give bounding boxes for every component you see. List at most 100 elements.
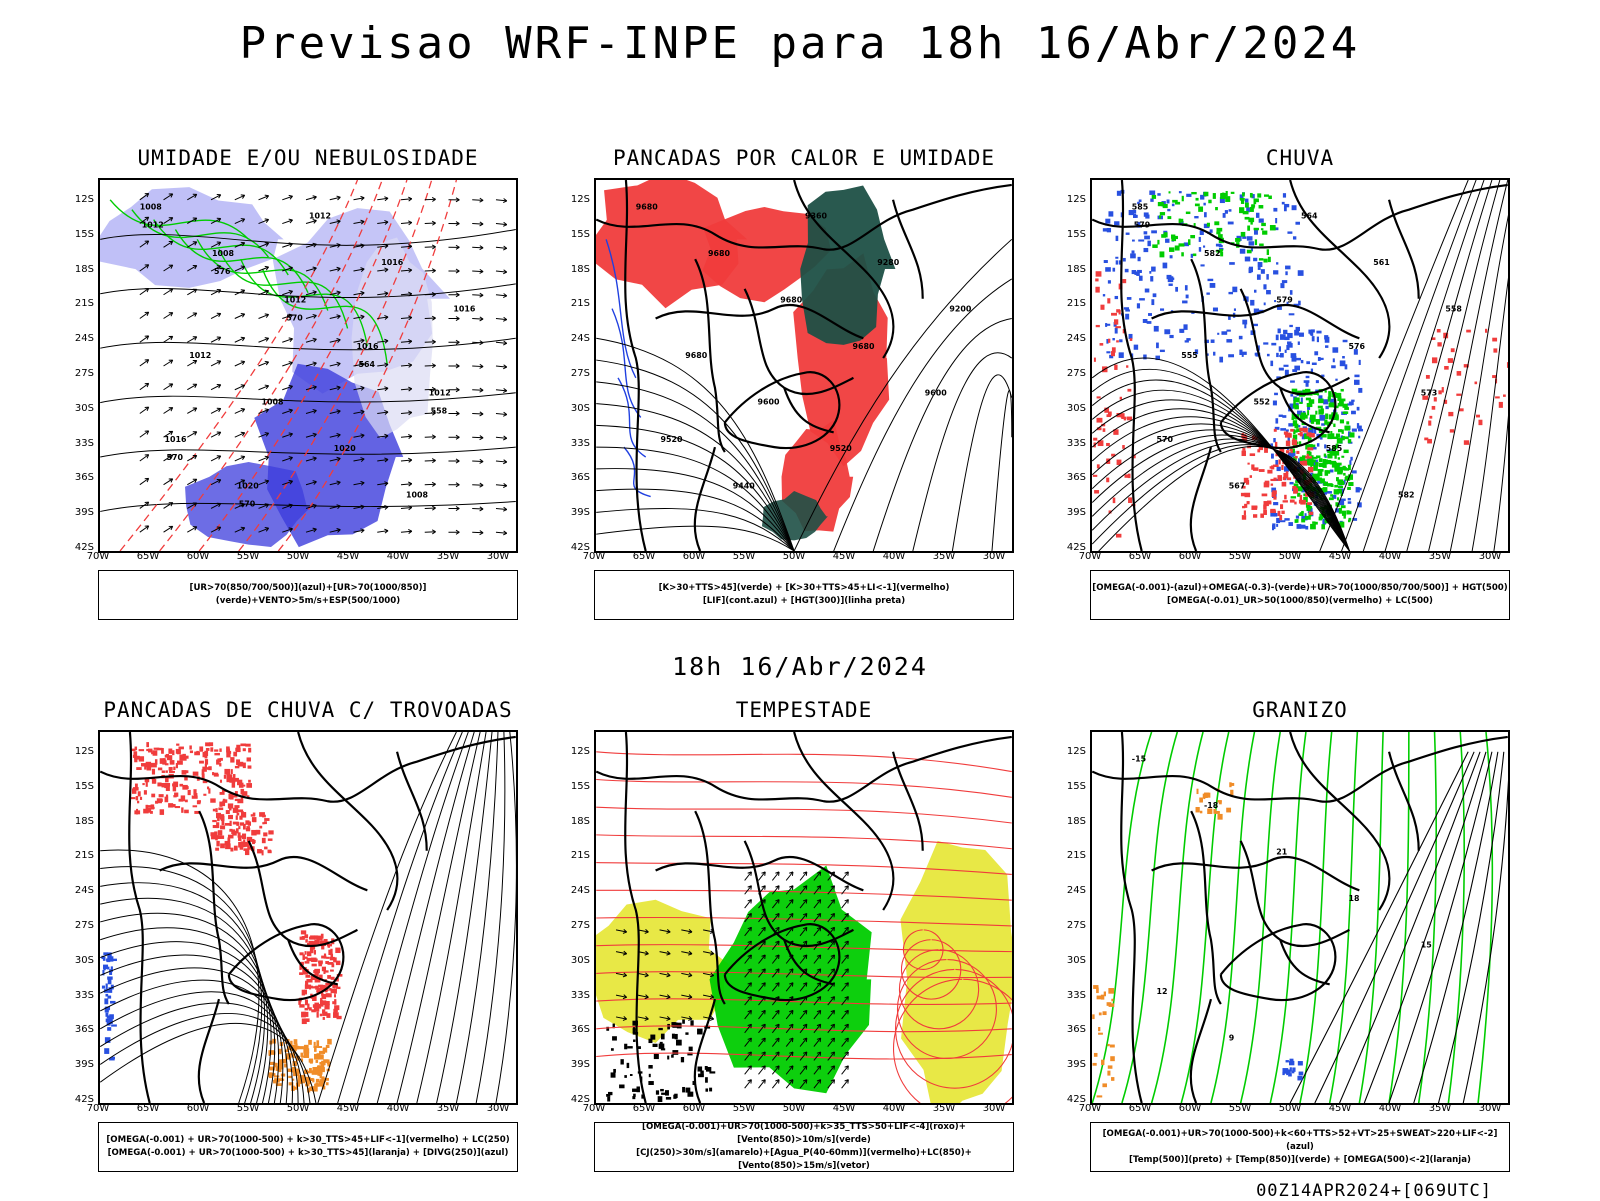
longitude-tick: 35W <box>433 551 463 562</box>
contour-label: 585 <box>1132 203 1149 212</box>
longitude-tick: 60W <box>183 1103 213 1114</box>
contour-label: 561 <box>1373 258 1390 267</box>
contour-label: 9680 <box>636 203 659 212</box>
contour-label: 570 <box>239 499 256 508</box>
longitude-tick: 45W <box>829 1103 859 1114</box>
contour-label: 564 <box>1301 212 1318 221</box>
omega500-orange <box>1092 985 1115 1097</box>
longitude-tick: 30W <box>483 1103 513 1114</box>
contour-label: 576 <box>214 267 231 276</box>
map-frame <box>594 730 1014 1105</box>
longitude-tick: 65W <box>133 1103 163 1114</box>
latitude-tick: 33S <box>68 990 94 1001</box>
legend-line: [UR>70(850/700/500)](azul)+[UR>70(1000/8… <box>99 582 517 608</box>
longitude-tick: 40W <box>1375 551 1405 562</box>
latitude-tick: 39S <box>564 1059 590 1070</box>
legend-line: [K>30+TTS>45](verde) + [K>30+TTS>45+LI<-… <box>659 582 950 595</box>
longitude-tick: 40W <box>383 1103 413 1114</box>
latitude-tick: 39S <box>1060 507 1086 518</box>
longitude-tick: 70W <box>1075 551 1105 562</box>
latitude-tick: 18S <box>68 264 94 275</box>
latitude-tick: 27S <box>68 368 94 379</box>
contour-label: 9440 <box>733 482 756 491</box>
latitude-tick: 15S <box>564 781 590 792</box>
contour-label: 9680 <box>685 351 708 360</box>
longitude-tick: 45W <box>333 551 363 562</box>
legend-line: [OMEGA(-0.001) + UR>70(1000-500) + k>30_… <box>106 1134 509 1147</box>
longitude-tick: 55W <box>1225 1103 1255 1114</box>
longitude-tick: 45W <box>1325 551 1355 562</box>
thunderstorm-red <box>210 811 273 855</box>
contour-label: -15 <box>1132 755 1146 764</box>
contour-label: 9 <box>1229 1034 1235 1043</box>
latitude-tick: 27S <box>1060 368 1086 379</box>
streamlines-250 <box>100 850 316 1103</box>
longitude-tick: 60W <box>679 1103 709 1114</box>
longitude-tick: 50W <box>779 551 809 562</box>
latitude-tick: 33S <box>68 438 94 449</box>
latitude-tick: 24S <box>564 885 590 896</box>
latitude-tick: 36S <box>564 472 590 483</box>
latitude-tick: 27S <box>68 920 94 931</box>
latitude-tick: 36S <box>68 472 94 483</box>
longitude-tick: 60W <box>183 551 213 562</box>
longitude-tick: 50W <box>283 1103 313 1114</box>
latitude-tick: 30S <box>564 403 590 414</box>
legend-line: [OMEGA(-0.001)+UR>70(1000-500)+k<60+TTS>… <box>1091 1128 1509 1154</box>
contour-label: 9520 <box>661 435 684 444</box>
contour-label: 1020 <box>237 482 260 491</box>
map-canvas: 1008100810121016101210161020101210161016… <box>100 180 516 551</box>
longitude-tick: 70W <box>579 551 609 562</box>
latitude-tick: 33S <box>564 438 590 449</box>
legend-line: [OMEGA(-0.01)_UR>50(1000/850)(vermelho) … <box>1167 595 1433 608</box>
latitude-tick: 21S <box>1060 298 1086 309</box>
longitude-tick: 60W <box>1175 551 1205 562</box>
latitude-tick: 18S <box>564 816 590 827</box>
latitude-tick: 27S <box>564 920 590 931</box>
latitude-tick: 30S <box>564 955 590 966</box>
latitude-tick: 12S <box>68 746 94 757</box>
longitude-tick: 40W <box>879 1103 909 1114</box>
contour-label: 570 <box>1157 435 1174 444</box>
latitude-tick: 18S <box>1060 816 1086 827</box>
latitude-tick: 18S <box>564 264 590 275</box>
latitude-tick: 33S <box>564 990 590 1001</box>
longitude-tick: 65W <box>629 1103 659 1114</box>
latitude-tick: 36S <box>564 1024 590 1035</box>
contour-label: 9280 <box>877 258 900 267</box>
longitude-tick: 35W <box>433 1103 463 1114</box>
streamlines-250-east <box>318 732 516 1103</box>
contour-label: 576 <box>1348 342 1365 351</box>
longitude-tick: 65W <box>133 551 163 562</box>
longitude-tick: 50W <box>283 551 313 562</box>
panel-legend: [OMEGA(-0.001)+UR>70(1000-500)+k>35_TTS>… <box>594 1122 1014 1172</box>
longitude-tick: 60W <box>679 551 709 562</box>
latitude-tick: 36S <box>1060 1024 1086 1035</box>
longitude-tick: 70W <box>83 551 113 562</box>
contour-label: 9200 <box>949 305 972 314</box>
latitude-tick: 27S <box>1060 920 1086 931</box>
latitude-tick: 18S <box>1060 264 1086 275</box>
longitude-tick: 45W <box>829 551 859 562</box>
latitude-tick: 15S <box>1060 781 1086 792</box>
latitude-tick: 27S <box>564 368 590 379</box>
latitude-tick: 21S <box>1060 850 1086 861</box>
longitude-tick: 50W <box>1275 1103 1305 1114</box>
panel-legend: [OMEGA(-0.001) + UR>70(1000-500) + k>30_… <box>98 1122 518 1172</box>
contour-label: 1008 <box>212 249 235 258</box>
longitude-tick: 30W <box>979 551 1009 562</box>
contour-label: 1012 <box>284 296 306 305</box>
longitude-tick: 45W <box>333 1103 363 1114</box>
legend-line: [OMEGA(-0.001)-(azul)+OMEGA(-0.3)-(verde… <box>1092 582 1507 595</box>
main-title: Previsao WRF-INPE para 18h 16/Abr/2024 <box>0 18 1600 69</box>
contour-label: 1016 <box>381 258 404 267</box>
panel-title: UMIDADE E/OU NEBULOSIDADE <box>98 146 518 170</box>
latitude-tick: 12S <box>1060 746 1086 757</box>
contour-label: 585 <box>1326 444 1343 453</box>
longitude-tick: 30W <box>1475 551 1505 562</box>
latitude-tick: 30S <box>1060 955 1086 966</box>
longitude-tick: 30W <box>1475 1103 1505 1114</box>
longitude-tick: 65W <box>1125 551 1155 562</box>
